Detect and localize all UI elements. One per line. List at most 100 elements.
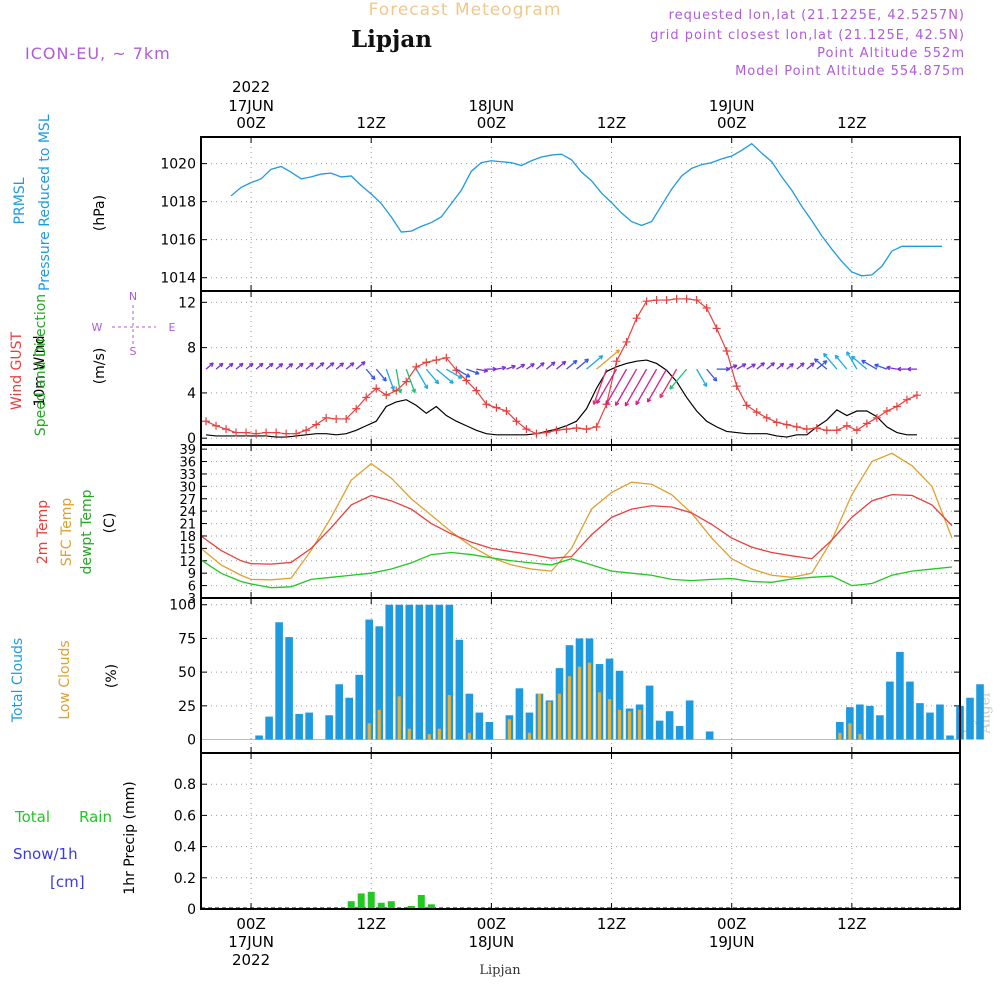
wind-direction-arrowhead	[483, 368, 489, 373]
model-label: ICON-EU, ~ 7km	[25, 44, 171, 63]
wind-direction-arrow	[395, 369, 402, 393]
total-cloud-bar	[295, 713, 303, 740]
wind-direction-arrow	[814, 358, 828, 370]
total-cloud-bar	[525, 712, 534, 740]
wind-direction-arrow	[823, 353, 838, 370]
y-tick-label: 0.6	[174, 808, 196, 824]
total-cloud-bar	[455, 639, 464, 740]
total-cloud-bar	[846, 707, 854, 740]
low-cloud-bar	[637, 709, 642, 740]
wind-gust-marker	[362, 393, 371, 402]
wind-direction-arrow	[365, 368, 376, 380]
wind-direction-arrow	[496, 366, 506, 370]
y-tick-label: 50	[178, 665, 196, 681]
total-cloud-bar	[515, 688, 524, 740]
wind-direction-arrow	[205, 362, 214, 370]
low-cloud-bar	[537, 693, 542, 740]
compass-n: N	[129, 290, 137, 303]
wind-direction-arrow	[385, 368, 395, 391]
y-tick-label: 0	[187, 431, 196, 447]
low-cloud-bar	[447, 695, 451, 740]
wind-direction-arrowhead	[846, 351, 851, 356]
wind-gust-marker	[832, 426, 841, 435]
wind-direction-arrow	[706, 368, 718, 382]
wind-gust-marker	[502, 407, 511, 416]
wind-direction-arrow	[874, 364, 888, 370]
bottom-time-label: 18JUN	[469, 933, 515, 951]
wind-direction-arrow	[255, 362, 264, 370]
y-tick-label: 12	[179, 555, 196, 570]
wind-gust-marker	[372, 384, 381, 393]
total-cloud-bar	[385, 604, 394, 740]
wind-gust-marker	[472, 386, 481, 395]
wind-direction-arrowhead	[382, 376, 387, 382]
top-time-label: 19JUN	[709, 97, 755, 115]
bottom-time-label: 17JUN	[228, 933, 274, 951]
total-cloud-bar	[976, 684, 984, 740]
total-cloud-bar	[305, 712, 313, 740]
wind-direction-arrowhead	[712, 376, 718, 382]
wind-direction-arrowhead	[457, 374, 463, 379]
bottom-time-label: 19JUN	[709, 933, 755, 951]
wind-direction-arrowhead	[874, 363, 879, 369]
top-time-label: 17JUN	[228, 97, 274, 115]
wind-gust-marker	[662, 296, 671, 305]
wind-direction-arrow	[435, 368, 454, 384]
low-cloud-bar	[597, 692, 602, 740]
wind-gust-marker	[542, 428, 551, 437]
wind-gust-marker	[732, 382, 741, 391]
low-cloud-bar	[577, 666, 582, 740]
wind-gust-marker	[482, 400, 491, 409]
total-cloud-bar	[866, 705, 874, 740]
precip-total-label: Total	[15, 808, 51, 826]
wind-direction-arrowhead	[218, 362, 224, 368]
wind-direction-arrowhead	[465, 373, 471, 378]
total-cloud-bar	[465, 693, 474, 740]
y-tick-label: 8	[187, 341, 196, 357]
low-cloud-bar	[467, 732, 471, 740]
y-tick-label: 1014	[160, 271, 196, 287]
wind-direction-arrowhead	[897, 366, 902, 372]
wind-gust-marker	[422, 358, 431, 367]
wind-gust-marker	[492, 403, 501, 412]
total-cloud-bar	[615, 670, 624, 740]
bottom-time-label: 00Z	[717, 915, 746, 933]
total-cloud-bar	[675, 726, 684, 740]
wind-direction-arrow	[624, 368, 648, 407]
top-year-label: 2022	[232, 78, 270, 96]
total-cloud-bar	[685, 700, 694, 740]
top-time-label: 00Z	[477, 114, 506, 132]
wind-direction-arrow	[806, 362, 815, 370]
wind-direction-arrowhead	[370, 375, 376, 381]
rain-bar	[367, 891, 375, 909]
wind-direction-arrowhead	[779, 362, 785, 368]
total-cloud-bar	[395, 604, 404, 740]
wind-direction-arrow	[295, 362, 304, 370]
total-cloud-bar	[345, 697, 353, 740]
wind-direction-arrowhead	[732, 364, 738, 369]
wind-direction-arrowhead	[751, 363, 756, 368]
wind-direction-arrow	[215, 362, 224, 370]
compass-w: W	[92, 321, 103, 334]
wind-direction-arrowhead	[605, 400, 610, 406]
wind-direction-arrowhead	[615, 349, 621, 354]
wind-direction-arrowhead	[598, 355, 604, 360]
wind-gust-marker	[402, 377, 411, 386]
y-tick-label: 0	[187, 733, 196, 749]
top-time-label: 12Z	[357, 114, 386, 132]
bottom-time-label: 12Z	[837, 915, 866, 933]
rain-bar	[427, 904, 435, 909]
total-cloud-bar	[355, 674, 364, 740]
wind-direction-arrow	[476, 368, 488, 372]
wind-direction-arrowhead	[770, 362, 776, 367]
wind-direction-arrowhead	[907, 366, 912, 372]
wind-gust-marker	[692, 296, 701, 305]
y-tick-label: 21	[179, 518, 196, 533]
wind-direction-arrowhead	[397, 388, 403, 394]
wind-direction-arrowhead	[810, 362, 815, 367]
wind-direction-arrowhead	[596, 399, 601, 404]
wind-direction-arrowhead	[800, 362, 805, 367]
wind-gust-marker	[282, 429, 291, 438]
grid-point-coords: grid point closest lon,lat (21.125E, 42.…	[650, 28, 965, 43]
